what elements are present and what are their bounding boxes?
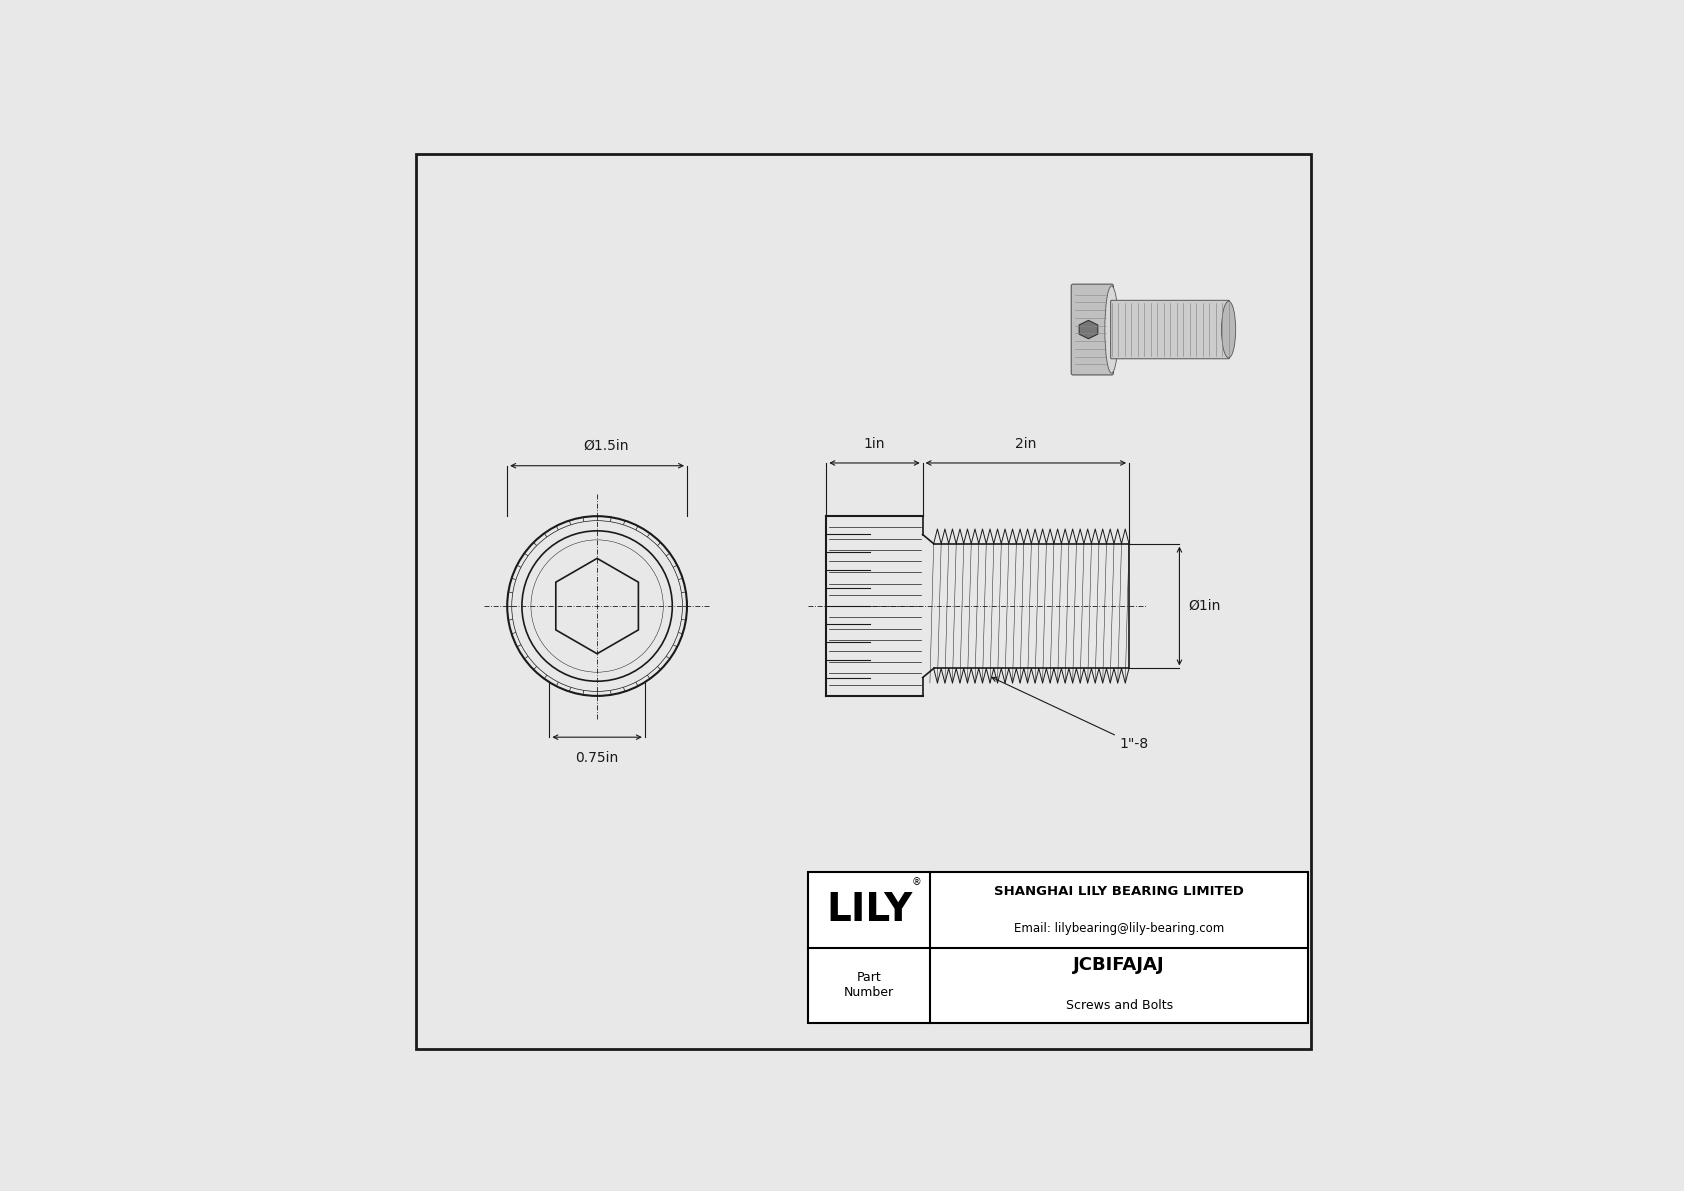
Text: 0.75in: 0.75in [576, 752, 618, 765]
Text: ®: ® [913, 878, 921, 887]
Bar [808, 872, 1308, 1023]
Text: Part
Number: Part Number [844, 972, 894, 999]
Text: JCBIFAJAJ: JCBIFAJAJ [1073, 956, 1165, 974]
Text: Ø1in: Ø1in [1189, 599, 1221, 613]
Ellipse shape [1105, 286, 1118, 373]
FancyBboxPatch shape [1111, 300, 1229, 358]
Text: LILY: LILY [827, 891, 913, 929]
Text: SHANGHAI LILY BEARING LIMITED: SHANGHAI LILY BEARING LIMITED [994, 885, 1244, 898]
Text: Ø1.5in: Ø1.5in [583, 439, 628, 453]
Polygon shape [1079, 320, 1098, 338]
Ellipse shape [1221, 301, 1236, 357]
Text: Screws and Bolts: Screws and Bolts [1066, 999, 1172, 1012]
Text: 1in: 1in [864, 437, 886, 451]
FancyBboxPatch shape [1071, 285, 1113, 375]
Text: 1"-8: 1"-8 [992, 678, 1148, 752]
Text: 2in: 2in [1015, 437, 1037, 451]
Text: Email: lilybearing@lily-bearing.com: Email: lilybearing@lily-bearing.com [1014, 922, 1224, 935]
